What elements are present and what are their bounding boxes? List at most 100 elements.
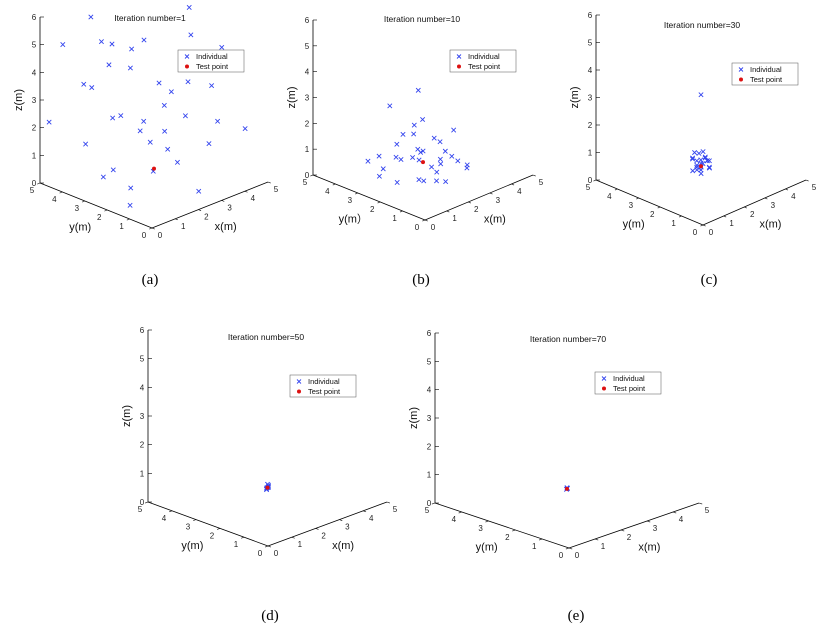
individual-point — [394, 141, 400, 147]
x-axis-label: x(m) — [759, 218, 781, 230]
individual-point — [141, 118, 147, 124]
y-tick-label: 0 — [693, 228, 698, 237]
y-axis-label: y(m) — [69, 221, 91, 233]
y-tick-label: 0 — [142, 231, 147, 240]
x-tick-mark — [785, 188, 789, 191]
individual-point — [137, 128, 143, 134]
x-tick-label: 1 — [601, 542, 606, 551]
x-tick-label: 4 — [369, 514, 374, 523]
z-tick-label: 1 — [305, 145, 310, 154]
x-tick-label: 0 — [431, 223, 436, 232]
y-tick-label: 5 — [30, 186, 35, 195]
individual-point — [694, 167, 700, 173]
individual-point — [429, 164, 435, 170]
y-tick-mark — [355, 192, 358, 195]
z-tick-label: 1 — [32, 151, 37, 160]
y-tick-mark — [377, 201, 381, 204]
x-tick-label: 2 — [321, 531, 326, 540]
z-tick-label: 2 — [32, 124, 37, 133]
legend-test-point-label: Test point — [308, 387, 341, 396]
legend-individual-label: Individual — [308, 377, 340, 386]
individual-point — [182, 113, 188, 119]
x-axis-line — [267, 501, 388, 547]
y-tick-mark — [149, 227, 153, 230]
chart-title: Iteration number=10 — [384, 14, 461, 24]
test-point-marker — [565, 486, 569, 491]
individual-point — [400, 131, 406, 137]
z-axis-label: z(m) — [121, 405, 133, 427]
x-tick-mark — [315, 528, 319, 530]
legend-box — [449, 49, 517, 73]
legend-individual-marker — [456, 54, 462, 59]
x-tick-label: 5 — [539, 178, 544, 187]
y-tick-mark — [512, 529, 516, 532]
x-axis-label: x(m) — [332, 540, 354, 552]
legend-box — [594, 371, 662, 395]
chart-title: Iteration number=30 — [664, 20, 741, 30]
test-point-marker — [265, 485, 270, 490]
chart-title: Iteration number=50 — [228, 332, 305, 342]
z-tick-label: 3 — [140, 412, 145, 421]
z-tick-label: 6 — [305, 16, 310, 25]
x-tick-mark — [424, 219, 428, 222]
x-axis-label: x(m) — [215, 221, 237, 233]
individual-point — [387, 103, 393, 109]
z-tick-label: 0 — [32, 179, 37, 188]
x-axis-line — [568, 502, 700, 549]
individual-point — [455, 158, 461, 164]
individual-point — [434, 178, 440, 184]
y-tick-label: 4 — [607, 192, 612, 201]
x-tick-label: 2 — [204, 213, 209, 222]
individual-point — [100, 174, 106, 180]
panel-caption: (b) — [412, 272, 430, 288]
z-tick-label: 6 — [427, 329, 432, 338]
x-tick-mark — [646, 520, 651, 523]
individual-point — [438, 161, 444, 167]
individual-point — [706, 164, 712, 170]
y-tick-label: 0 — [258, 549, 263, 558]
z-tick-label: 3 — [305, 94, 310, 103]
y-tick-mark — [265, 545, 269, 548]
x-tick-mark — [198, 209, 202, 211]
y-tick-label: 5 — [425, 506, 430, 515]
x-tick-label: 5 — [705, 506, 710, 515]
y-tick-label: 1 — [234, 540, 239, 549]
x-tick-label: 2 — [627, 533, 632, 542]
individual-point — [98, 39, 104, 45]
x-tick-label: 3 — [345, 523, 350, 532]
x-tick-mark — [805, 179, 809, 182]
individual-point — [141, 37, 147, 43]
individual-point — [700, 149, 706, 155]
y-tick-label: 3 — [186, 523, 191, 532]
x-tick-mark — [764, 197, 768, 200]
chart-title: Iteration number=1 — [114, 13, 186, 23]
individual-point — [365, 158, 371, 164]
y-tick-label: 2 — [650, 210, 655, 219]
y-tick-mark — [614, 188, 618, 191]
individual-point — [109, 41, 115, 47]
individual-point — [411, 122, 417, 128]
z-tick-label: 0 — [588, 176, 593, 185]
y-tick-label: 3 — [629, 201, 634, 210]
y-tick-mark — [538, 538, 543, 541]
individual-point — [418, 149, 424, 155]
y-tick-label: 5 — [303, 178, 308, 187]
legend-box — [731, 62, 799, 86]
chart-panel-d: 0123456012345012345z(m)x(m)y(m)Iteration… — [121, 326, 398, 624]
y-axis-line — [39, 182, 153, 229]
z-tick-label: 5 — [588, 39, 593, 48]
y-tick-mark — [217, 528, 221, 530]
legend-box — [289, 374, 357, 398]
z-tick-label: 2 — [588, 121, 593, 130]
x-axis-line — [151, 181, 269, 229]
z-tick-label: 4 — [588, 66, 593, 75]
x-axis-line — [424, 174, 534, 221]
individual-point — [410, 154, 416, 161]
legend-individual-marker — [184, 54, 190, 59]
x-tick-mark — [698, 502, 703, 505]
individual-point — [106, 62, 112, 68]
x-tick-mark — [175, 218, 178, 221]
individual-point — [411, 131, 417, 137]
z-tick-label: 1 — [427, 471, 432, 480]
individual-point — [118, 113, 124, 119]
